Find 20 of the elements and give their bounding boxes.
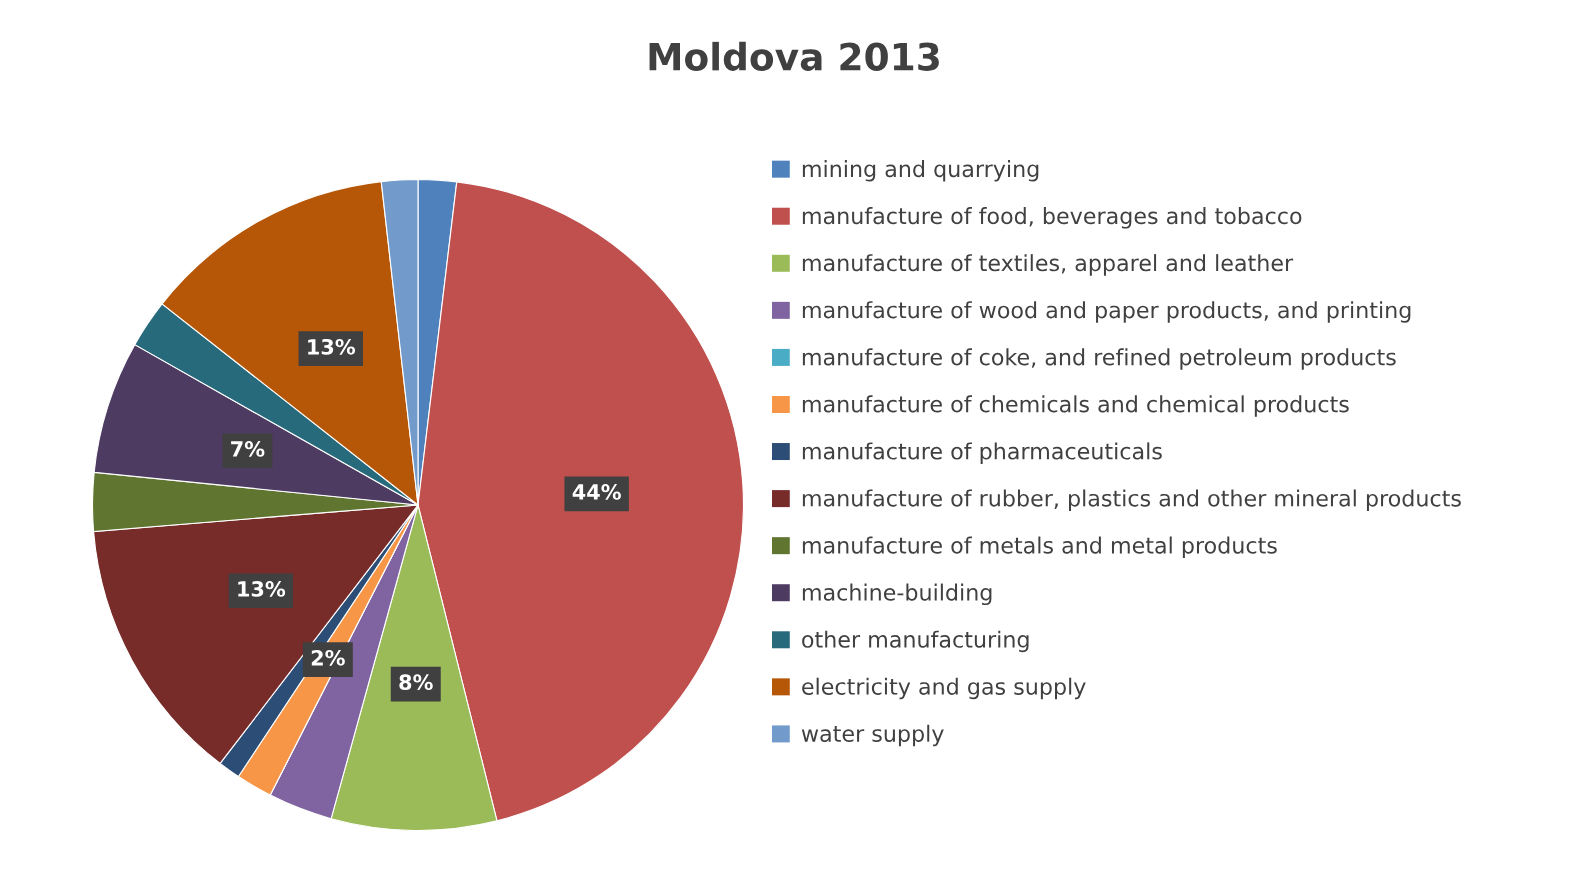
data-label: 13% xyxy=(238,581,286,597)
legend-label: manufacture of textiles, apparel and leather xyxy=(802,254,1294,276)
legend-label: manufacture of coke, and refined petroleum products xyxy=(802,348,1396,370)
data-label: 7% xyxy=(231,441,265,457)
legend-label: manufacture of metals and metal products xyxy=(802,536,1277,559)
legend-label: mining and quarrying xyxy=(802,160,1039,182)
legend-label: machine-building xyxy=(802,583,992,606)
legend-label: other manufacturing xyxy=(802,630,1029,653)
legend-label: manufacture of rubber, plastics and other mineral products xyxy=(802,489,1461,511)
data-label: 44% xyxy=(572,484,621,500)
legend-label: water supply xyxy=(801,724,944,747)
legend-label: manufacture of chemicals and chemical products xyxy=(802,395,1349,417)
chart-title: Moldova 2013 xyxy=(649,41,939,71)
legend-label: manufacture of wood and paper products, and printing xyxy=(802,301,1411,323)
legend-label: electricity and gas supply xyxy=(802,677,1086,700)
legend-label: manufacture of pharmaceuticals xyxy=(802,442,1162,464)
data-label: 13% xyxy=(308,338,356,355)
data-label: 8% xyxy=(399,674,433,691)
legend-label: manufacture of food, beverages and tobacco xyxy=(802,207,1302,229)
data-label: 2% xyxy=(311,649,345,666)
